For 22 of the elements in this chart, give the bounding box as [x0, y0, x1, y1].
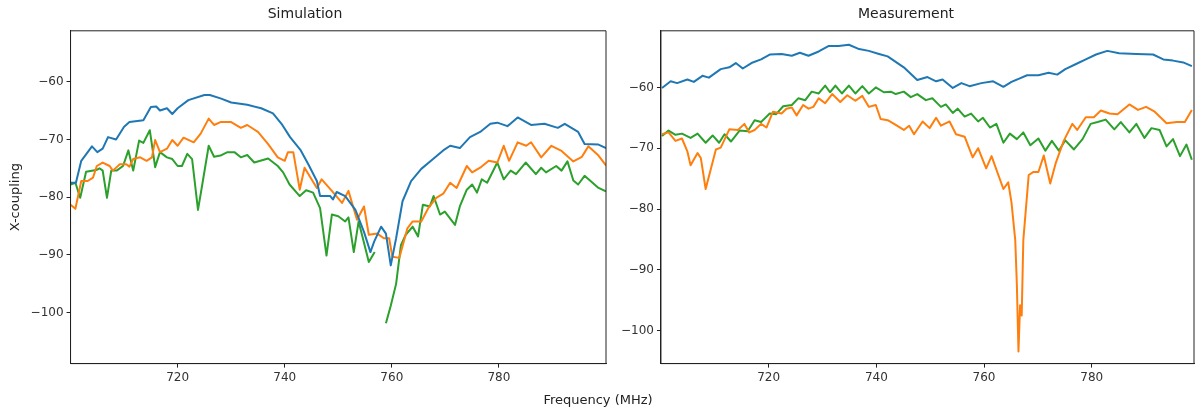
x-tick-label: 720 — [757, 369, 781, 384]
y-tick-label: −100 — [30, 304, 64, 319]
y-tick-label: −60 — [628, 79, 654, 94]
y-tick-label: −70 — [38, 131, 64, 146]
y-tick-label: −90 — [628, 262, 654, 277]
x-tick-label: 740 — [273, 369, 297, 384]
y-tick-label: −80 — [628, 201, 654, 216]
y-tick-label: −70 — [628, 140, 654, 155]
y-axis-title: X-coupling — [7, 163, 23, 232]
y-tick-label: −60 — [38, 73, 64, 88]
chart-title: Measurement — [857, 5, 955, 22]
y-tick-label: −90 — [38, 247, 64, 262]
x-tick-label: 740 — [864, 369, 888, 384]
y-tick-label: −100 — [620, 322, 654, 337]
x-axis-title: Frequency (MHz) — [542, 392, 654, 407]
x-tick-label: 760 — [380, 369, 404, 384]
x-tick-label: 780 — [1080, 369, 1104, 384]
x-tick-label: 760 — [972, 369, 996, 384]
chart-title: Simulation — [267, 5, 343, 22]
x-tick-label: 780 — [487, 369, 511, 384]
y-tick-label: −80 — [38, 189, 64, 204]
x-tick-label: 720 — [166, 369, 190, 384]
